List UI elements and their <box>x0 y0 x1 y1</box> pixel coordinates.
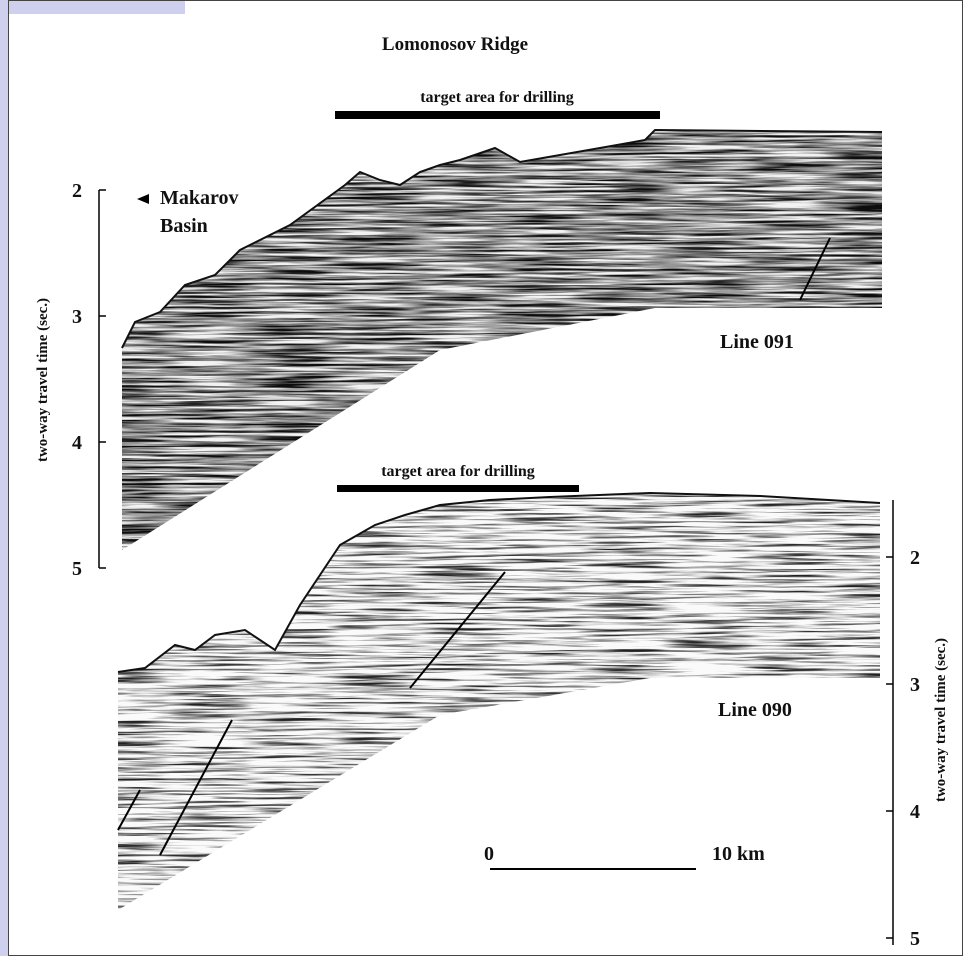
figure-page: Lomonosov Ridge Makarov Basin target are… <box>0 0 963 956</box>
tick-label: 2 <box>72 180 82 202</box>
tick-label: 5 <box>72 558 82 580</box>
annotation: Makarov <box>160 187 239 209</box>
line-label: Line 091 <box>720 331 794 353</box>
tick-label: 3 <box>72 306 82 328</box>
title: Lomonosov Ridge <box>382 34 528 55</box>
line-label: Line 090 <box>718 699 792 721</box>
target-label: target area for drilling <box>420 89 574 106</box>
axis-label: two-way travel time (sec.) <box>933 638 949 802</box>
target-bar <box>335 111 660 119</box>
tick-label: 4 <box>72 432 82 454</box>
tick-label: 5 <box>910 928 920 950</box>
corner-tab <box>0 0 185 14</box>
target-bar <box>337 485 579 492</box>
tick-label: 4 <box>910 801 920 823</box>
scale-end: 10 km <box>712 843 765 865</box>
annotation: Basin <box>160 215 208 237</box>
tick-label: 2 <box>910 547 920 569</box>
left-strip <box>0 0 8 956</box>
axis-label: two-way travel time (sec.) <box>35 298 51 462</box>
tick-label: 3 <box>910 674 920 696</box>
target-label: target area for drilling <box>381 463 535 480</box>
figure: Lomonosov Ridge Makarov Basin target are… <box>0 0 963 956</box>
scale-start: 0 <box>484 843 494 865</box>
